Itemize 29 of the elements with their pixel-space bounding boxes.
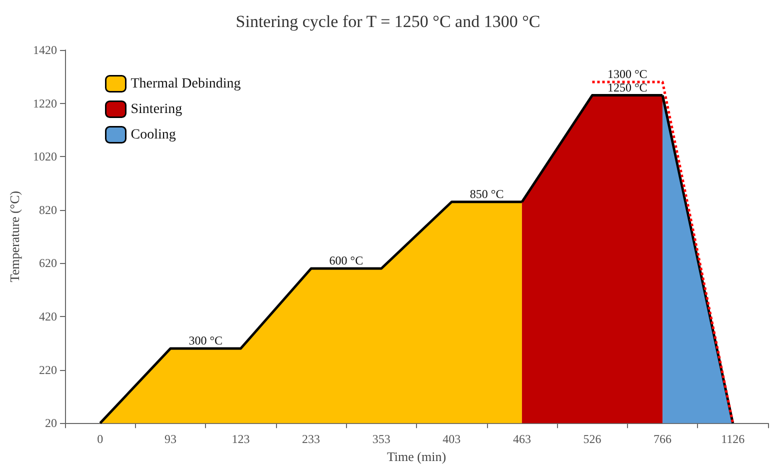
x-tick-label: 766 [654,432,672,446]
x-tick-label: 233 [302,432,320,446]
y-tick-label: 620 [39,256,57,270]
y-axis-title: Temperature (°C) [7,190,22,282]
legend-label: Thermal Debinding [130,76,241,92]
y-tick-label: 220 [39,362,57,377]
y-tick-label: 1420 [33,43,57,57]
x-tick-label: 93 [164,432,176,446]
y-tick-label: 420 [39,310,57,324]
y-tick-label: 1220 [33,96,57,110]
x-axis-title: Time (min) [386,449,446,464]
x-tick-label: 123 [232,432,250,446]
legend-label: Cooling [130,127,176,142]
annotation: 600 °C [329,254,364,268]
y-tick-label: 820 [39,202,57,217]
y-tick-label: 1020 [33,150,57,164]
chart-title: Sintering cycle for T = 1250 °C and 1300 °C [236,12,540,31]
x-tick-label: 1126 [721,432,745,446]
annotation: 300 °C [188,333,223,348]
x-tick-label: 0 [97,432,104,446]
y-tick-label: 20 [45,416,57,430]
annotation: 1250 °C [607,80,648,94]
x-tick-label: 403 [442,432,461,446]
annotation: 1300 °C [607,66,648,81]
x-tick-label: 526 [583,432,602,446]
x-tick-label: 353 [372,432,390,446]
x-tick-label: 463 [512,432,531,446]
legend-label: Sintering [130,102,182,117]
annotation: 850 °C [470,186,504,201]
